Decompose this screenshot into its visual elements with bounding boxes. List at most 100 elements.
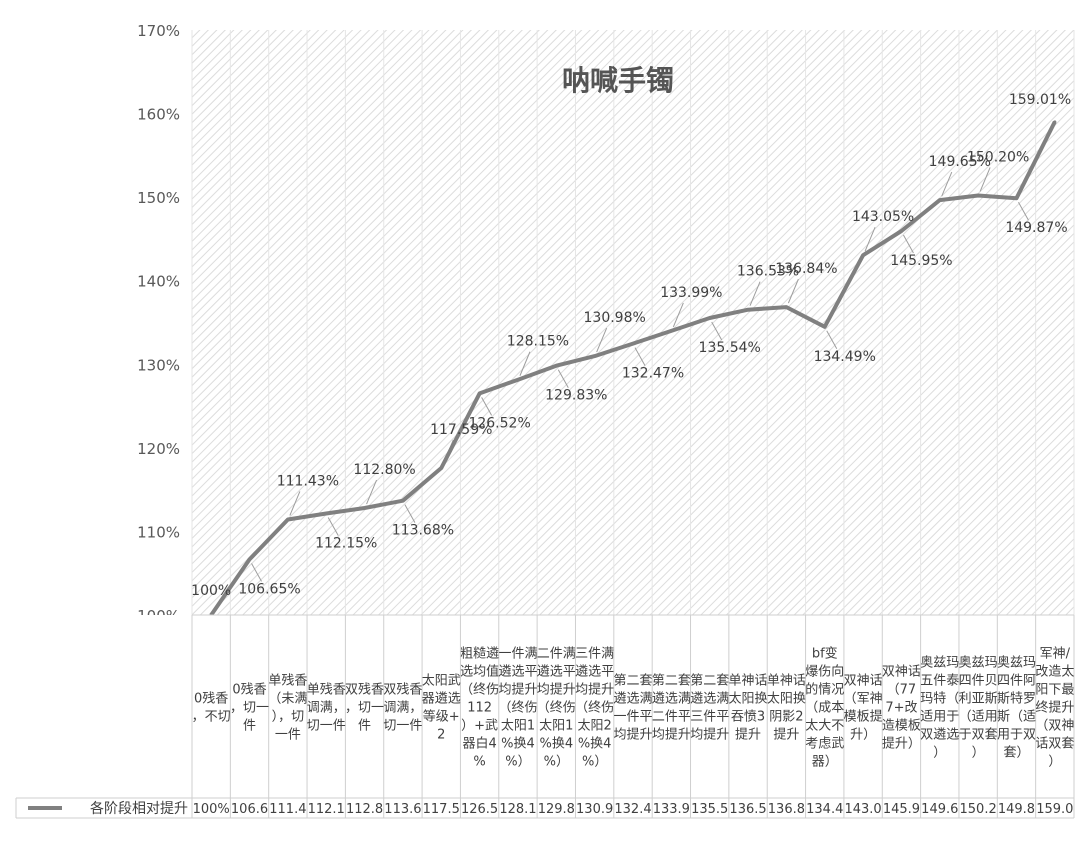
data-point <box>708 316 712 320</box>
table-value: 136.5 <box>729 802 766 817</box>
x-tick-label: 太阳武器遴选等级+ 2 <box>422 674 461 743</box>
leader-line <box>289 491 301 516</box>
chart-title: 呐喊手镯 <box>562 64 674 97</box>
leader-line <box>826 330 838 350</box>
leader-line <box>787 278 799 304</box>
x-tick-label: 奥兹玛四件贝利亚斯（适用于双套） <box>959 656 998 761</box>
data-label: 136.53% <box>737 264 799 280</box>
table-value: 133.9 <box>653 802 690 817</box>
table-value: 129.8 <box>538 802 575 817</box>
data-point <box>631 342 635 346</box>
table-value: 134.4 <box>806 802 843 817</box>
data-point <box>861 253 865 257</box>
x-tick-label: 奥兹玛四件阿斯特罗斯（适用于双套） <box>997 656 1036 761</box>
data-point <box>554 364 558 368</box>
data-label: 133.99% <box>660 285 722 301</box>
leader-line <box>902 234 914 254</box>
leader-line <box>519 351 531 376</box>
x-tick-label: 粗糙遴选均值（终伤 112 ）+武器白4% <box>460 647 499 770</box>
data-point <box>401 499 405 503</box>
data-label: 128.15% <box>507 334 569 350</box>
x-tick-label: 单残香调满，切一件 <box>307 683 346 734</box>
table-value: 145.9 <box>883 802 920 817</box>
leader-line <box>327 517 339 536</box>
data-point <box>899 229 903 233</box>
data-label: 143.05% <box>852 209 914 225</box>
table-value: 128.1 <box>499 802 536 817</box>
x-tick-label: 单残香（未满），切一件 <box>268 674 307 743</box>
table-value: 112.1 <box>308 802 345 817</box>
leader-line <box>672 302 684 328</box>
data-label: 135.54% <box>699 340 761 356</box>
leader-line <box>1018 201 1029 221</box>
data-label: 130.98% <box>584 310 646 326</box>
y-tick-label: 140% <box>137 273 180 291</box>
x-tick-label: 0残香，不切 <box>192 692 231 725</box>
table-value: 150.2 <box>960 802 997 817</box>
table-value: 143.0 <box>844 802 881 817</box>
plot-background <box>192 30 1074 615</box>
x-tick-label: 双残香，切一件 <box>345 683 384 734</box>
x-tick-label: 二件满遴选平均提升（终伤太阳1 %换4%） <box>537 647 576 770</box>
data-label: 112.15% <box>315 535 377 551</box>
y-tick-label: 110% <box>137 523 180 541</box>
data-point <box>1053 120 1057 124</box>
y-axis: 100%110%120%130%140%150%160%170% <box>137 22 180 625</box>
leader-line <box>481 397 493 416</box>
x-tick-label: 第二套遴选满二件平均提升 <box>652 673 691 743</box>
table-value: 136.8 <box>768 802 805 817</box>
table-value: 149.6 <box>921 802 958 817</box>
x-tick-label: 奥兹玛五件泰玛特（适用于双遴选） <box>920 656 959 761</box>
leader-line <box>366 479 378 505</box>
data-label: 100% <box>191 583 231 599</box>
x-tick-label: 双残香调满，切一件 <box>383 683 422 734</box>
y-tick-label: 130% <box>137 356 180 374</box>
data-point <box>363 506 367 510</box>
table-value: 112.8 <box>346 802 383 817</box>
leader-line <box>941 171 953 197</box>
data-point <box>938 198 942 202</box>
table-value: 132.4 <box>614 802 651 817</box>
data-point <box>1014 196 1018 200</box>
x-tick-label: 双神话（军神模板提升） <box>844 674 883 743</box>
data-point <box>746 308 750 312</box>
table-value: 135.5 <box>691 802 728 817</box>
data-label: 145.95% <box>890 253 952 269</box>
data-label: 149.87% <box>1005 220 1067 236</box>
vertical-gridlines <box>191 30 1075 615</box>
table-value: 159.0 <box>1036 802 1073 817</box>
data-label: 136.84% <box>775 261 837 277</box>
data-label: 132.47% <box>622 366 684 382</box>
leader-line <box>557 369 569 388</box>
series-group <box>209 120 1057 617</box>
y-tick-label: 170% <box>137 22 180 40</box>
x-tick-label: bf变爆伤向的情况（成本太大不考虑武器） <box>805 646 844 770</box>
leader-line <box>864 227 876 252</box>
data-label: 106.65% <box>238 581 300 597</box>
x-tick-label: 单神话太阳换阴影2 提升 <box>767 674 806 743</box>
table-value: 126.5 <box>461 802 498 817</box>
table-value: 149.8 <box>998 802 1035 817</box>
x-tick-label: 第二套遴选满一件平均提升 <box>613 673 652 743</box>
data-table: 各阶段相对提升 0残香，不切0残香，切一件单残香（未满），切一件单残香调满，切一件… <box>0 614 1080 819</box>
leader-lines <box>251 167 1029 582</box>
table-value: 113.6 <box>384 802 421 817</box>
data-label: 159.01% <box>1009 92 1071 108</box>
data-point <box>784 305 788 309</box>
leader-line <box>749 281 761 306</box>
data-label: 134.49% <box>814 349 876 365</box>
table-value: 130.9 <box>576 802 613 817</box>
x-tick-label: 双神话（77 7+改造模板提升） <box>882 665 921 752</box>
data-point <box>478 391 482 395</box>
x-tick-label: 第二套遴选满三件平均提升 <box>690 673 729 743</box>
data-label: 126.52% <box>468 415 530 431</box>
leader-line <box>711 321 723 341</box>
leader-line <box>251 563 262 582</box>
data-label: 149.65% <box>929 154 991 170</box>
leader-line <box>634 347 646 366</box>
y-tick-label: 150% <box>137 189 180 207</box>
data-point <box>976 193 980 197</box>
table-value: 100% <box>193 802 230 817</box>
table-value: 111.4 <box>269 802 306 817</box>
